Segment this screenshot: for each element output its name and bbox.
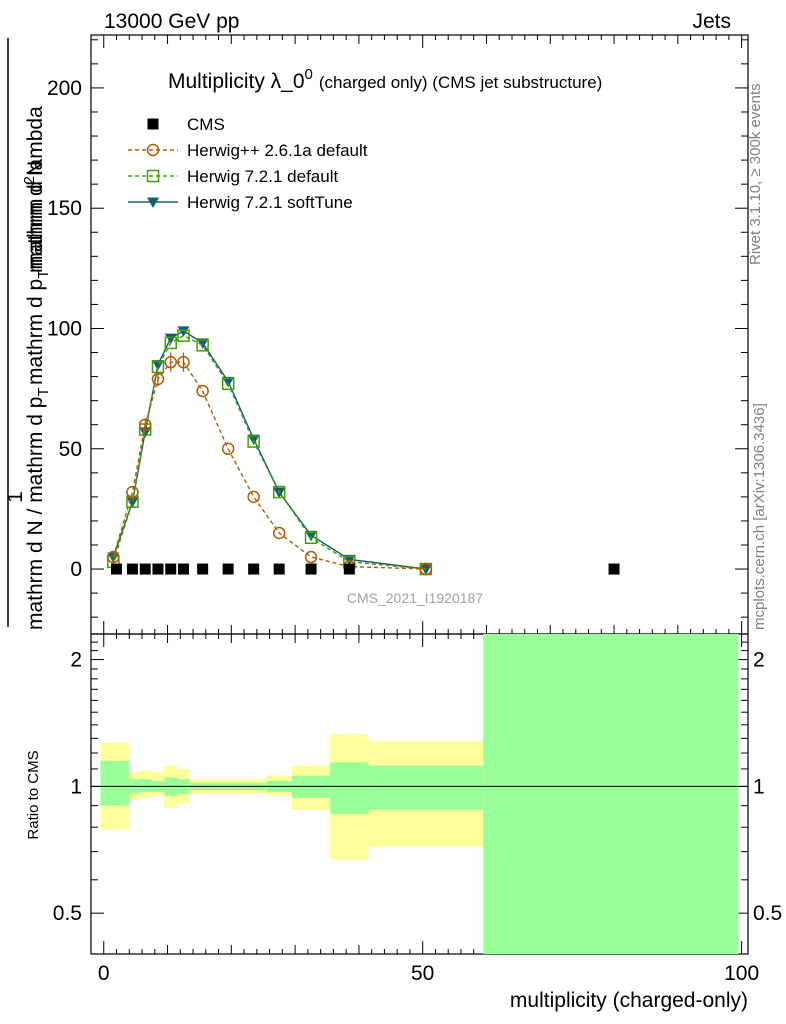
ratio-x-tick-label: 50 (411, 962, 434, 985)
legend-label: Herwig++ 2.6.1a default (187, 141, 368, 160)
legend-marker (147, 118, 159, 130)
main-y-tick-label: 50 (59, 438, 82, 461)
data-point-cms (139, 563, 151, 575)
ratio-band-inner (483, 634, 739, 954)
data-point-cms (197, 563, 209, 575)
data-point-softtune (107, 552, 120, 564)
data-point-herwigpp (221, 442, 235, 456)
data-point-herwigpp (247, 490, 260, 504)
ratio-y-tick-label: 1 (70, 775, 82, 798)
legend-label: Herwig 7.2.1 default (187, 167, 338, 186)
data-point-cms (608, 563, 620, 575)
ylabel-fraction: mathrm d pTmathrm d lambda (24, 106, 52, 385)
data-point-herwigpp (164, 355, 177, 369)
data-point-softtune (126, 497, 139, 508)
data-point-herwig721 (221, 377, 235, 391)
data-point-herwig721 (126, 495, 139, 508)
ratio-x-tick-label: 0 (98, 962, 110, 985)
header-energy: 13000 GeV pp (104, 10, 239, 33)
data-point-herwigpp (272, 526, 286, 540)
data-point-cms (111, 563, 123, 575)
data-point-cms (273, 563, 285, 575)
data-point-herwigpp (196, 384, 209, 398)
series-line-herwigpp (112, 361, 426, 570)
ratio-x-tick-label: 100 (724, 962, 759, 985)
rivet-label: Rivet 3.1.10, ≥ 300k events (747, 83, 764, 265)
ratio-plot-frame (90, 633, 749, 955)
data-point-softtune (164, 333, 177, 345)
main-y-tick-label: 100 (47, 317, 82, 340)
data-point-cms (177, 563, 189, 575)
data-point-cms (152, 563, 164, 575)
data-point-herwigpp (419, 562, 433, 576)
data-point-softtune (177, 326, 190, 337)
legend-marker (146, 169, 160, 183)
ratio-band-inner (100, 760, 130, 806)
mcplots-label: mcplots.cern.ch [arXiv:1306.3436] (751, 403, 768, 630)
ylabel-numerator: 1 (4, 491, 27, 503)
data-point-softtune (419, 564, 432, 576)
data-point-herwig721 (272, 485, 286, 499)
ratio-y-tick-label-right: 0.5 (753, 902, 782, 925)
data-point-softtune (343, 554, 356, 566)
ylabel-top: mathrm d2N (21, 161, 47, 273)
data-point-herwig721 (164, 336, 177, 350)
ratio-y-tick-label: 0.5 (53, 902, 82, 925)
data-point-herwig721 (247, 435, 260, 448)
data-point-cms (126, 563, 138, 575)
main-y-tick-label: 200 (47, 77, 82, 100)
x-axis-label: multiplicity (charged-only) (510, 989, 748, 1012)
data-point-herwigpp (138, 418, 152, 431)
legend-marker (147, 197, 159, 208)
data-point-herwigpp (126, 485, 139, 499)
data-point-herwigpp (151, 372, 165, 386)
data-point-cms (305, 563, 317, 575)
data-point-herwig721 (177, 329, 190, 342)
header-process: Jets (692, 10, 731, 33)
series-line-herwig721 (112, 334, 426, 570)
data-point-herwig721 (304, 531, 318, 545)
analysis-watermark: CMS_2021_I1920187 (347, 590, 483, 606)
ratio-band-inner (330, 762, 369, 814)
legend-label: Herwig 7.2.1 softTune (187, 193, 353, 212)
data-point-herwigpp (177, 355, 190, 369)
ratio-band-inner (368, 765, 484, 810)
data-point-herwig721 (196, 339, 209, 352)
data-point-cms (222, 563, 234, 575)
data-point-herwigpp (107, 550, 120, 564)
ratio-ylabel: Ratio to CMS (25, 750, 42, 839)
main-y-tick-label: 150 (47, 197, 82, 220)
chart-title: Multiplicity λ_00 (charged only) (CMS jet… (168, 66, 602, 93)
data-point-cms (248, 563, 260, 575)
legend-marker (146, 143, 160, 157)
data-point-cms (165, 563, 177, 575)
data-point-softtune (196, 338, 209, 349)
data-point-cms (343, 563, 355, 575)
main-ylabel: 1 mathrm d N / mathrm d pT mathrm d2N ma… (4, 38, 52, 630)
legend-label: CMS (187, 115, 225, 134)
main-y-tick-label: 0 (70, 558, 82, 581)
ratio-y-tick-label-right: 1 (753, 775, 765, 798)
ratio-y-tick-label-right: 2 (753, 649, 765, 672)
ratio-y-tick-label: 2 (70, 649, 82, 672)
ylabel-denominator: mathrm d N / mathrm d pT (24, 387, 52, 630)
ratio-band-inner (138, 779, 152, 792)
data-point-herwigpp (304, 550, 318, 564)
